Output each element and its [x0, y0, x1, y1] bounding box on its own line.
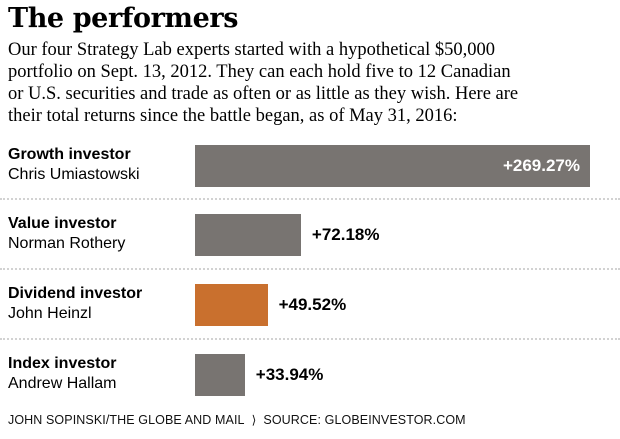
row-labels: Value investor Norman Rothery: [0, 214, 195, 254]
bar-index: [195, 354, 245, 396]
intro-line: portfolio on Sept. 13, 2012. They can ea…: [8, 62, 511, 82]
intro-paragraph: Our four Strategy Lab experts started wi…: [8, 39, 612, 127]
investor-role: Dividend investor: [8, 285, 143, 302]
row-labels: Dividend investor John Heinzl: [0, 284, 195, 324]
credit-line: JOHN SOPINSKI/THE GLOBE AND MAIL ⟩ SOURC…: [8, 413, 612, 428]
chart-row-index: Index investor Andrew Hallam +33.94%: [0, 340, 620, 410]
value-label: +49.52%: [278, 295, 347, 314]
chart-row-dividend: Dividend investor John Heinzl +49.52%: [0, 270, 620, 340]
angle-separator-icon: ⟩: [251, 413, 257, 427]
investor-name: John Heinzl: [8, 305, 92, 322]
bar-chart: Growth investor Chris Umiastowski +269.2…: [0, 142, 620, 410]
chart-row-growth: Growth investor Chris Umiastowski +269.2…: [0, 142, 620, 200]
page-title: The performers: [8, 3, 239, 34]
bar-track: +49.52%: [195, 284, 620, 326]
intro-line: their total returns since the battle beg…: [8, 106, 458, 126]
row-labels: Growth investor Chris Umiastowski: [0, 145, 195, 185]
investor-name: Chris Umiastowski: [8, 166, 140, 183]
value-label: +269.27%: [502, 156, 580, 175]
chart-row-value: Value investor Norman Rothery +72.18%: [0, 200, 620, 270]
value-label: +72.18%: [311, 225, 380, 244]
value-label: +33.94%: [255, 365, 324, 384]
investor-name: Norman Rothery: [8, 235, 126, 252]
bar-track: +72.18%: [195, 214, 620, 256]
bar-growth: +269.27%: [195, 145, 590, 187]
source-text: SOURCE: GLOBEINVESTOR.COM: [263, 413, 466, 427]
bar-track: +33.94%: [195, 354, 620, 396]
investor-role: Growth investor: [8, 146, 131, 163]
investor-role: Value investor: [8, 215, 117, 232]
investor-name: Andrew Hallam: [8, 375, 117, 392]
bar-track: +269.27%: [195, 145, 620, 187]
bar-dividend: [195, 284, 268, 326]
intro-line: or U.S. securities and trade as often or…: [8, 84, 519, 104]
intro-line: Our four Strategy Lab experts started wi…: [8, 40, 496, 60]
credit-text: JOHN SOPINSKI/THE GLOBE AND MAIL: [8, 413, 245, 427]
investor-role: Index investor: [8, 355, 117, 372]
bar-value: [195, 214, 301, 256]
row-labels: Index investor Andrew Hallam: [0, 354, 195, 394]
